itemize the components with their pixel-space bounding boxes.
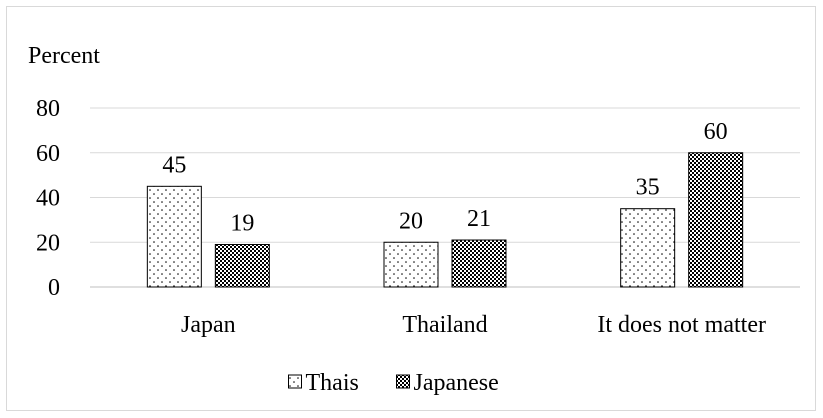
x-tick-label: Thailand [402, 312, 487, 338]
data-label: 60 [704, 119, 728, 145]
legend-label: Japanese [414, 370, 499, 396]
bar-japanese-it-does-not-matter [688, 152, 744, 288]
data-label: 21 [467, 206, 491, 232]
legend-swatch-thais [288, 374, 302, 389]
y-tick-label: 20 [36, 230, 60, 256]
x-tick-label: It does not matter [597, 312, 766, 338]
x-tick-labels: Japan Thailand It does not matter [181, 312, 766, 338]
y-axis-title: Percent [28, 43, 100, 69]
data-label: 45 [162, 152, 186, 178]
legend: Thais Japanese [288, 370, 499, 396]
bars [146, 152, 744, 288]
legend-label: Thais [306, 370, 359, 396]
bar-japanese-japan [214, 243, 270, 288]
y-tick-labels: 0 20 40 60 80 [36, 96, 60, 301]
y-tick-label: 80 [36, 96, 60, 122]
bar-thais-japan [146, 185, 202, 288]
y-tick-label: 60 [36, 141, 60, 167]
data-label: 19 [230, 210, 254, 236]
bar-thais-thailand [383, 241, 439, 288]
x-tick-label: Japan [181, 312, 236, 338]
bar-japanese-thailand [451, 239, 507, 288]
y-tick-label: 40 [36, 186, 60, 212]
data-labels: 45 19 20 21 35 60 [162, 119, 727, 237]
legend-swatch-japanese [396, 374, 410, 389]
data-label: 35 [636, 175, 660, 201]
y-tick-label: 0 [48, 275, 60, 301]
gridlines [90, 107, 800, 288]
chart-frame [6, 6, 816, 411]
data-label: 20 [399, 208, 423, 234]
bar-thais-it-does-not-matter [620, 208, 676, 288]
